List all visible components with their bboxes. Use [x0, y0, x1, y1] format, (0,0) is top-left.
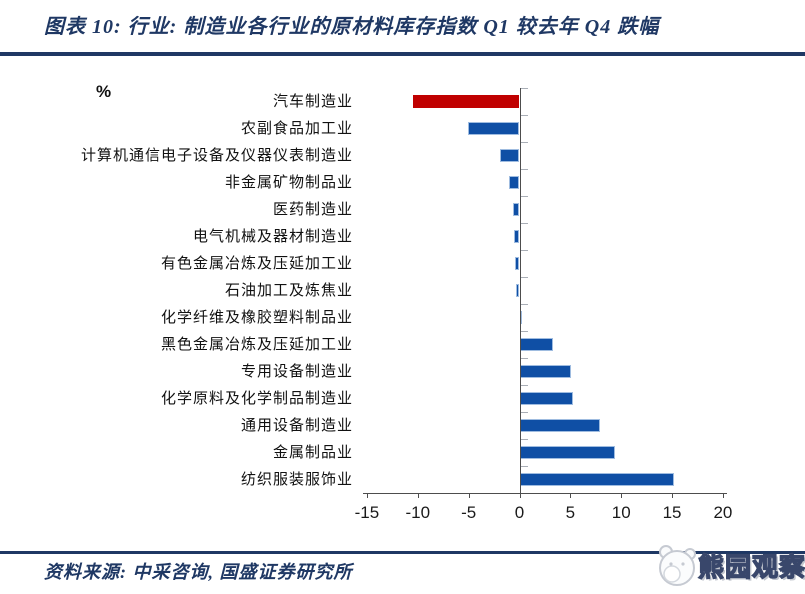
category-axis-tick — [519, 385, 528, 386]
category-axis-tick — [519, 142, 528, 143]
category-axis-tick — [519, 277, 528, 278]
category-label: 农副食品加工业 — [240, 120, 353, 137]
zero-axis-line — [519, 88, 521, 493]
category-label: 通用设备制造业 — [240, 417, 353, 434]
bar — [519, 365, 572, 378]
x-axis-tick — [366, 493, 368, 498]
x-tick-label: -5 — [461, 503, 477, 522]
bear-icon — [659, 545, 696, 586]
category-axis-tick — [519, 358, 528, 359]
x-tick-label: 20 — [713, 503, 733, 522]
category-axis-tick — [519, 331, 528, 332]
x-axis-tick — [621, 493, 623, 498]
source-note: 资料来源: 中采咨询, 国盛证券研究所 — [44, 562, 353, 582]
x-axis-tick — [468, 493, 470, 498]
bar — [519, 392, 574, 405]
category-axis-tick — [519, 223, 528, 224]
bar — [519, 473, 675, 486]
category-axis-tick — [519, 412, 528, 413]
x-tick-label: 10 — [611, 503, 631, 522]
category-axis-tick — [519, 466, 528, 467]
x-axis-tick — [519, 493, 521, 498]
category-axis-tick — [519, 88, 528, 89]
x-axis-tick — [722, 493, 724, 498]
watermark-logo: 熊园观察 — [652, 538, 805, 594]
x-tick-label: 0 — [514, 503, 525, 522]
x-tick-label: -15 — [354, 503, 380, 522]
bar — [509, 176, 520, 189]
x-tick-label: 15 — [662, 503, 682, 522]
category-label: 化学纤维及橡胶塑料制品业 — [160, 309, 353, 326]
category-label: 金属制品业 — [272, 444, 353, 461]
x-axis-tick — [672, 493, 674, 498]
category-label: 石油加工及炼焦业 — [224, 282, 353, 299]
bar — [515, 257, 520, 270]
bar-chart: % 汽车制造业农副食品加工业计算机通信电子设备及仪器仪表制造业非金属矿物制品业医… — [0, 82, 805, 528]
bottom-rule — [0, 551, 805, 554]
bar — [519, 419, 600, 432]
category-axis-tick — [519, 196, 528, 197]
bar — [467, 122, 520, 135]
category-label: 有色金属冶炼及压延加工业 — [160, 255, 353, 272]
category-label: 非金属矿物制品业 — [224, 174, 353, 191]
category-label: 纺织服装服饰业 — [240, 471, 353, 488]
bar — [519, 446, 616, 459]
category-axis-tick — [519, 250, 528, 251]
x-axis-tick — [417, 493, 419, 498]
x-tick-label: 5 — [565, 503, 576, 522]
x-axis-line — [362, 493, 727, 494]
category-axis-tick — [519, 439, 528, 440]
x-axis-tick — [570, 493, 572, 498]
category-label: 专用设备制造业 — [240, 363, 353, 380]
category-axis-tick — [519, 304, 528, 305]
category-label: 汽车制造业 — [272, 93, 353, 110]
category-label: 化学原料及化学制品制造业 — [160, 390, 353, 407]
bar — [514, 230, 520, 243]
category-label: 计算机通信电子设备及仪器仪表制造业 — [80, 147, 353, 164]
figure-title: 图表 10: 行业: 制造业各行业的原材料库存指数 Q1 较去年 Q4 跌幅 — [44, 16, 660, 38]
top-rule — [0, 52, 805, 56]
category-label: 电气机械及器材制造业 — [192, 228, 353, 245]
category-label: 黑色金属冶炼及压延加工业 — [160, 336, 353, 353]
bar — [516, 284, 520, 297]
bar — [513, 203, 520, 216]
category-label: 医药制造业 — [272, 201, 353, 218]
bar — [500, 149, 520, 162]
category-axis-tick — [519, 169, 528, 170]
bar — [519, 338, 554, 351]
category-axis-tick — [519, 115, 528, 116]
x-tick-label: -10 — [405, 503, 431, 522]
logo-text: 熊园观察 — [697, 551, 805, 582]
unit-label: % — [96, 82, 112, 101]
bar — [412, 95, 520, 108]
